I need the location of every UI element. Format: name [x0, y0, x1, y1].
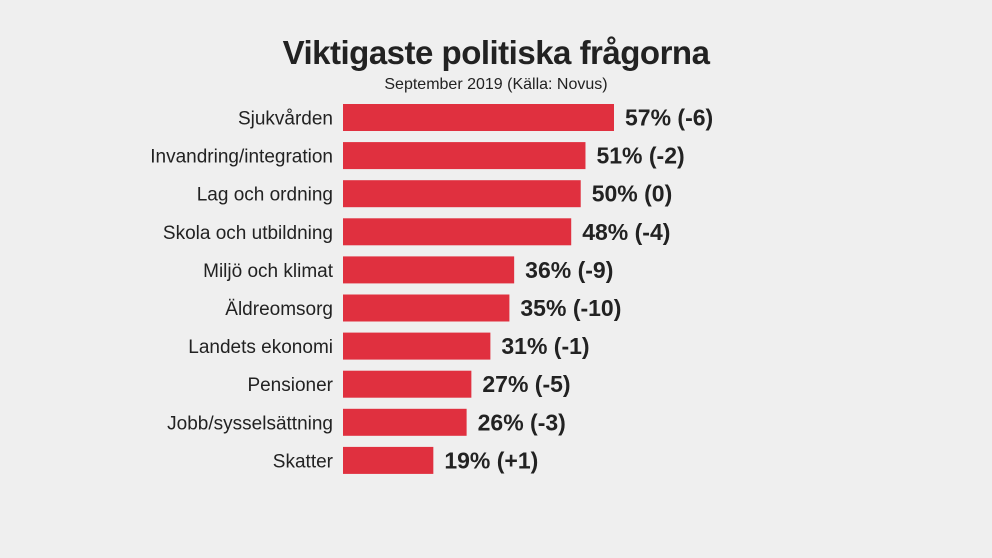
category-label: Miljö och klimat: [203, 261, 334, 282]
category-label: Pensioner: [247, 375, 333, 396]
value-label: 51% (-2): [596, 143, 684, 169]
category-label: Lag och ordning: [197, 185, 333, 206]
chart-title: Viktigaste politiska frågorna: [282, 34, 710, 71]
bar: [343, 332, 491, 360]
value-label: 57% (-6): [625, 105, 713, 131]
bar: [343, 446, 434, 474]
bar: [343, 218, 572, 246]
value-label: 35% (-10): [520, 295, 621, 321]
category-label: Landets ekonomi: [188, 337, 333, 358]
category-label: Skatter: [273, 451, 334, 472]
value-label: 31% (-1): [501, 333, 589, 359]
bar: [343, 180, 581, 208]
category-label: Jobb/sysselsättning: [167, 413, 333, 434]
category-label: Skola och utbildning: [163, 223, 333, 244]
bar: [343, 142, 586, 170]
category-label: Invandring/integration: [150, 147, 333, 168]
value-label: 27% (-5): [482, 371, 570, 397]
bar: [343, 408, 467, 436]
bar: [343, 370, 472, 398]
bar: [343, 294, 510, 322]
bar: [343, 256, 515, 284]
value-label: 26% (-3): [478, 409, 566, 435]
value-label: 48% (-4): [582, 219, 670, 245]
value-label: 50% (0): [592, 181, 673, 207]
category-label: Sjukvården: [238, 109, 333, 130]
chart-subtitle: September 2019 (Källa: Novus): [384, 76, 608, 93]
bar: [343, 104, 614, 131]
value-label: 36% (-9): [525, 257, 613, 283]
value-label: 19% (+1): [444, 447, 538, 473]
category-label: Äldreomsorg: [225, 299, 333, 320]
